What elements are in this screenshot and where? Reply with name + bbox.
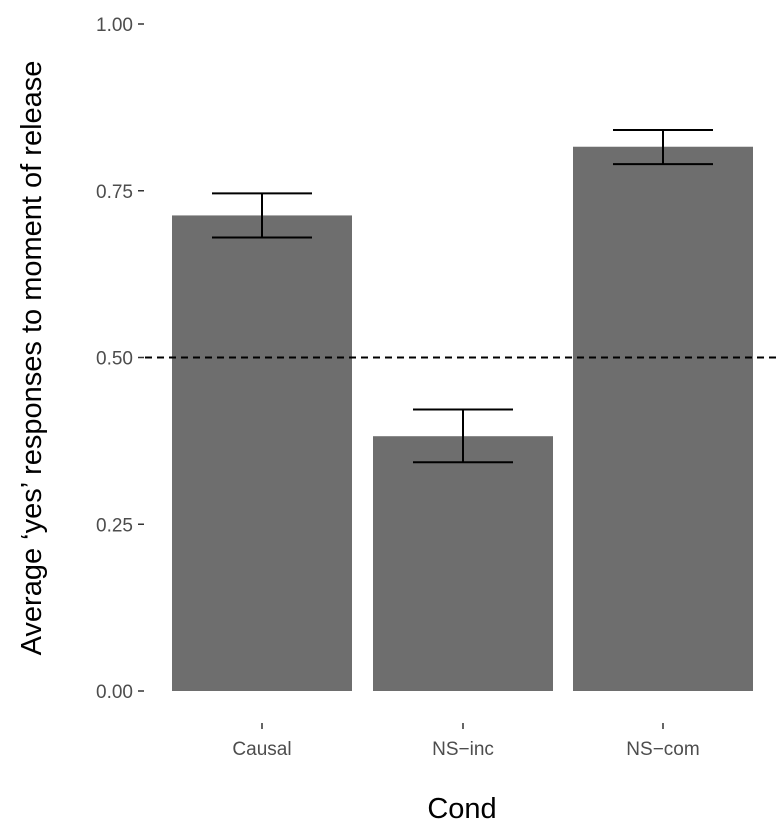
error-bar-2: [613, 129, 713, 166]
y-tick-label: 0.50: [96, 349, 133, 370]
y-tick-label: 0.75: [96, 182, 133, 203]
error-bar-1: [413, 408, 513, 464]
x-axis-title: Cond: [427, 793, 496, 825]
x-tick-label: NS−inc: [432, 739, 494, 760]
x-tick-label: Causal: [232, 739, 291, 760]
y-tick-label: 1.00: [96, 15, 133, 36]
x-tick-label: NS−com: [626, 739, 699, 760]
bar-1: [373, 436, 553, 691]
y-tick-label: 0.00: [96, 682, 133, 703]
y-axis: 0.00 0.25 0.50 0.75 1.00: [96, 15, 144, 703]
bar-0: [172, 215, 352, 691]
y-tick-label: 0.25: [96, 515, 133, 536]
error-bars-layer: [212, 129, 713, 464]
x-axis: Causal NS−inc NS−com: [232, 723, 700, 760]
bar-2: [573, 146, 753, 691]
bars-layer: [172, 146, 753, 691]
y-axis-title: Average ‘yes’ responses to moment of rel…: [16, 61, 48, 656]
error-bar-0: [212, 192, 312, 239]
